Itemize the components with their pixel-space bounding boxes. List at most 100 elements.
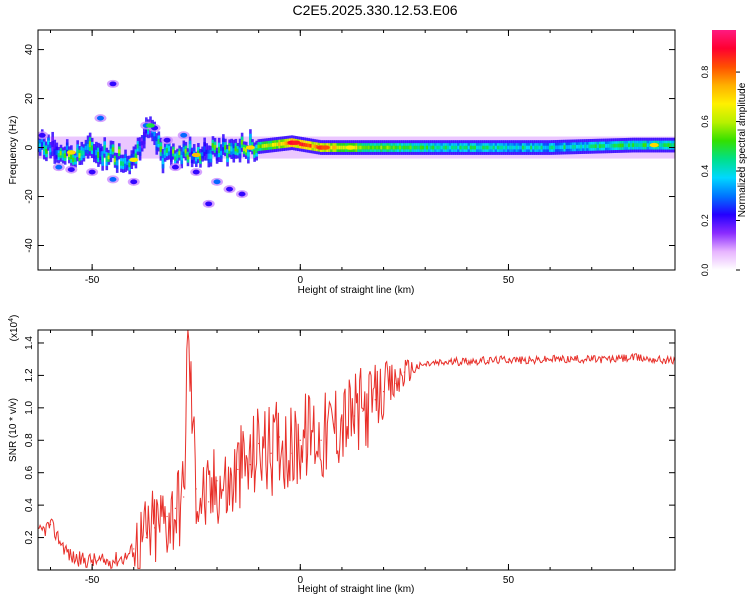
spectrogram-cell: [213, 144, 217, 150]
spectrogram-cell: [278, 142, 281, 146]
spectrogram-cell: [163, 150, 167, 155]
spectrogram-cell: [417, 145, 421, 150]
spectrogram-cell: [247, 152, 250, 157]
spectrogram-cell: [590, 144, 594, 149]
spectrogram-cell: [523, 145, 527, 150]
spectrogram-cell: [494, 145, 498, 150]
spectrogram-cell: [582, 144, 585, 149]
snr-panel: -50 0 50 0.2 0.4 0.6 0.8 1.0 1.2 1.4 Height of st…: [8, 315, 676, 595]
spectrogram-cell: [480, 145, 483, 150]
spectrogram-blob: [109, 176, 117, 182]
spectrogram-cell: [578, 144, 581, 149]
spectrogram-cell: [174, 156, 177, 161]
spectrogram-cell: [371, 145, 375, 150]
spectrogram-xtick-label: 50: [503, 275, 515, 286]
spectrogram-cell: [538, 145, 542, 150]
spectrogram-cell: [669, 143, 673, 147]
spectrogram-blob: [205, 201, 213, 207]
spectrogram-cell: [426, 145, 429, 150]
spectrogram-cell: [390, 145, 394, 150]
spectrogram-cell: [38, 143, 42, 149]
spectrogram-cell: [401, 145, 404, 150]
snr-point: [104, 561, 106, 563]
spectrogram-cell: [63, 153, 67, 158]
spectrogram-cell: [336, 145, 340, 150]
snr-point: [591, 358, 593, 360]
spectrogram-cell: [88, 141, 92, 148]
spectrogram-cell: [234, 146, 238, 152]
snr-point: [362, 410, 364, 412]
spectrogram-cell: [170, 153, 173, 159]
spectrogram-cell: [613, 143, 617, 148]
snr-point: [91, 559, 93, 561]
spectrogram-cell: [186, 154, 190, 160]
spectrogram-cell: [57, 153, 61, 158]
snr-point: [258, 442, 260, 445]
spectrogram-cell: [465, 145, 469, 150]
spectrogram-cell: [222, 141, 225, 148]
spectrogram-cell: [419, 145, 423, 150]
spectrogram-cell: [203, 146, 206, 152]
spectrogram-blob: [38, 132, 46, 138]
spectrogram-blob: [67, 167, 75, 172]
spectrogram-ytick-label: 40: [24, 44, 35, 56]
spectrogram-xtick-label: 0: [298, 275, 304, 286]
spectrogram-cell: [72, 157, 75, 162]
spectrogram-cell: [559, 145, 562, 150]
spectrogram-cell: [40, 136, 44, 143]
snr-point: [299, 439, 301, 441]
spectrogram-cell: [117, 149, 121, 154]
spectrogram-cell: [244, 148, 248, 153]
spectrogram-cell: [59, 151, 63, 156]
spectrogram-cell: [95, 149, 98, 156]
spectrogram-cell: [611, 143, 614, 148]
snr-point: [83, 559, 85, 561]
spectrogram-cell: [205, 149, 209, 155]
spectrogram-cell: [621, 143, 625, 148]
snr-point: [466, 360, 468, 362]
figure-title: C2E5.2025.330.12.53.E06: [292, 2, 458, 18]
spectrogram-cell: [515, 145, 519, 150]
spectrogram-cell: [496, 145, 500, 150]
spectrogram-cell: [632, 143, 635, 147]
spectrogram-cell: [623, 143, 627, 148]
spectrogram-cell: [596, 144, 600, 148]
spectrogram-cell: [534, 145, 537, 150]
spectrogram-blob: [238, 191, 246, 197]
snr-ytick-label: 0.2: [24, 530, 35, 544]
snr-ytick-label: 0.6: [24, 465, 35, 479]
spectrogram-cell: [305, 143, 308, 147]
spectrogram-cell: [600, 144, 604, 148]
spectrogram-cell: [567, 145, 571, 149]
spectrogram-blob: [180, 132, 188, 138]
spectrogram-cell: [503, 145, 506, 150]
spectrogram-cell: [382, 145, 385, 150]
spectrogram-cell: [605, 144, 608, 148]
snr-point: [424, 363, 426, 365]
spectrogram-cell: [236, 148, 240, 153]
spectrogram-cell: [215, 153, 219, 158]
spectrogram-cell: [45, 148, 48, 154]
spectrogram-cell: [498, 145, 502, 150]
colorbar-tick-label: 0.8: [700, 66, 710, 79]
spectrogram-cell: [211, 143, 215, 148]
spectrogram-cell: [282, 141, 286, 146]
spectrogram-cell: [332, 145, 336, 150]
spectrogram-cell: [384, 145, 388, 150]
snr-point: [445, 361, 447, 364]
spectrogram-cell: [528, 145, 531, 150]
spectrogram-cell: [276, 142, 279, 147]
spectrogram-cell: [361, 145, 365, 150]
spectrogram-cell: [165, 147, 169, 153]
spectrogram-blob: [88, 169, 96, 175]
spectrogram-cell: [269, 143, 273, 147]
spectrogram-cell: [446, 145, 450, 150]
spectrogram-cell: [84, 145, 88, 150]
snr-point: [174, 507, 176, 509]
snr-point: [70, 556, 72, 558]
spectrogram-cell: [209, 153, 213, 159]
spectrogram-hotspot: [66, 150, 76, 155]
snr-xlabel: Height of straight line (km): [298, 584, 415, 595]
snr-xtick-label: 0: [298, 575, 304, 586]
spectrogram-cell: [184, 148, 188, 154]
